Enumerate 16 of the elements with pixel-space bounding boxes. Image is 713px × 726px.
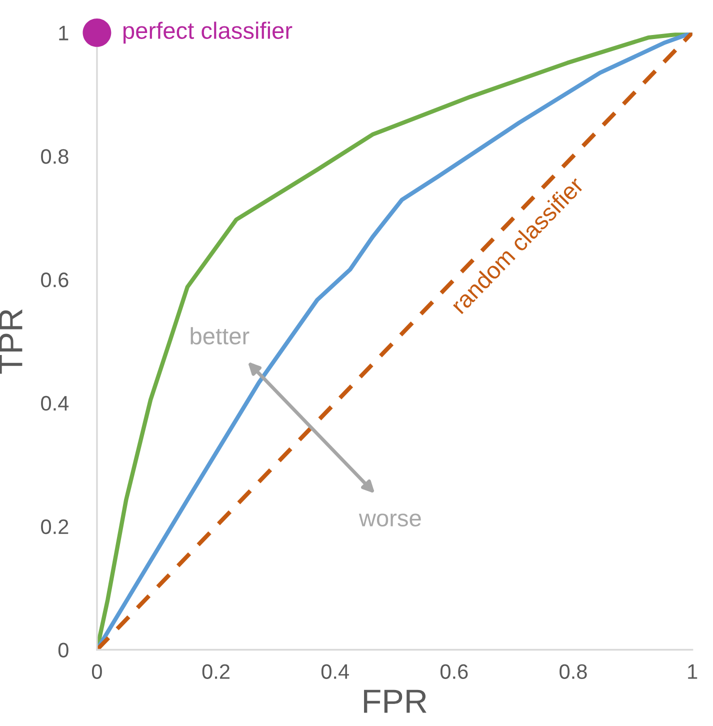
- y-tick-label: 0: [58, 642, 68, 658]
- x-tick-label: 0.2: [202, 664, 230, 679]
- series-label: perfect classifier: [123, 22, 292, 44]
- annotation: worse: [358, 514, 421, 527]
- y-tick-label: 0.6: [41, 272, 68, 288]
- x-tick-label: 0: [92, 664, 102, 679]
- x-axis-title: FPR: [364, 690, 426, 713]
- x-tick-label: 1: [688, 664, 698, 679]
- x-tick-label: 0.6: [440, 664, 468, 679]
- y-tick-label: 1: [59, 26, 68, 40]
- x-tick-label: 0.8: [560, 664, 587, 679]
- y-tick-label: 0.4: [41, 396, 69, 411]
- x-tick-label: 0.4: [321, 664, 349, 679]
- y-tick-label: 0.2: [41, 519, 68, 534]
- y-tick-label: 0.8: [41, 149, 68, 164]
- annotation: better: [190, 327, 250, 344]
